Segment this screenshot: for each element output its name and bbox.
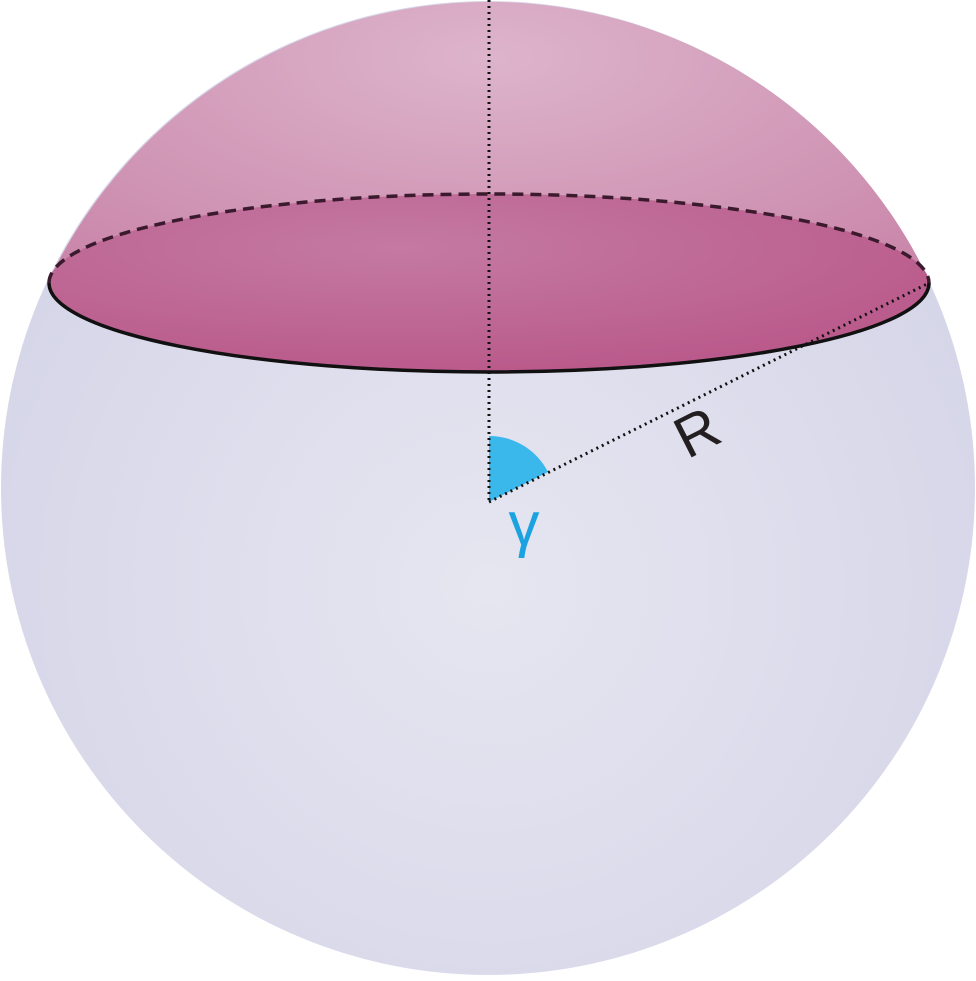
angle-wedge — [489, 435, 548, 502]
angle-label: γ — [509, 490, 540, 559]
cap-base-back-edge — [47, 192, 931, 284]
radius-line — [488, 281, 930, 504]
